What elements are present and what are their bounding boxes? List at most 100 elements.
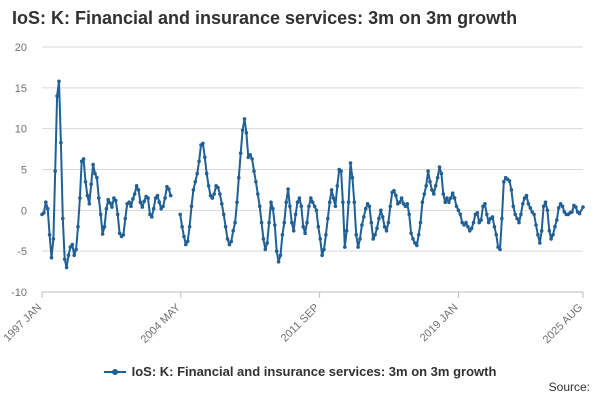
data-point[interactable]	[117, 231, 122, 235]
data-point[interactable]	[371, 237, 376, 241]
data-point[interactable]	[362, 215, 366, 219]
data-point[interactable]	[443, 200, 448, 204]
data-point[interactable]	[223, 224, 228, 229]
data-point[interactable]	[511, 204, 516, 209]
data-point[interactable]	[327, 200, 332, 204]
data-point[interactable]	[187, 224, 192, 229]
data-point[interactable]	[62, 257, 67, 262]
data-point[interactable]	[534, 223, 538, 227]
data-point[interactable]	[74, 247, 78, 252]
data-point[interactable]	[492, 224, 497, 229]
data-point[interactable]	[405, 202, 410, 206]
data-point[interactable]	[558, 202, 563, 206]
data-point[interactable]	[416, 233, 421, 237]
data-point[interactable]	[238, 151, 243, 155]
data-point[interactable]	[72, 253, 76, 258]
data-point[interactable]	[358, 237, 362, 241]
data-point[interactable]	[189, 204, 194, 209]
data-point[interactable]	[257, 204, 262, 209]
data-point[interactable]	[276, 260, 281, 264]
data-point[interactable]	[68, 245, 73, 249]
data-point[interactable]	[309, 196, 313, 200]
data-point[interactable]	[53, 169, 57, 173]
data-point[interactable]	[180, 224, 184, 229]
data-point[interactable]	[76, 224, 80, 229]
data-point[interactable]	[549, 237, 553, 241]
data-point[interactable]	[81, 157, 86, 161]
data-point[interactable]	[140, 205, 145, 209]
data-point[interactable]	[401, 202, 406, 206]
data-point[interactable]	[146, 196, 150, 200]
data-point[interactable]	[490, 215, 495, 219]
data-point[interactable]	[379, 208, 383, 213]
data-point[interactable]	[305, 220, 309, 225]
data-point[interactable]	[102, 224, 107, 229]
data-point[interactable]	[439, 171, 444, 176]
data-point[interactable]	[426, 169, 430, 173]
data-point[interactable]	[246, 155, 251, 160]
data-point[interactable]	[291, 229, 296, 233]
data-point[interactable]	[477, 220, 482, 225]
data-point[interactable]	[407, 212, 412, 217]
data-point[interactable]	[312, 204, 317, 209]
data-point[interactable]	[206, 184, 211, 188]
data-point[interactable]	[303, 231, 307, 235]
data-point[interactable]	[382, 224, 387, 229]
data-point[interactable]	[203, 155, 207, 160]
data-point[interactable]	[218, 192, 222, 196]
data-point[interactable]	[348, 161, 353, 165]
data-point[interactable]	[216, 185, 220, 190]
data-point[interactable]	[469, 226, 474, 231]
data-point[interactable]	[466, 224, 470, 229]
data-point[interactable]	[61, 216, 65, 221]
data-point[interactable]	[55, 94, 59, 98]
data-point[interactable]	[127, 200, 131, 204]
data-point[interactable]	[104, 206, 109, 211]
data-point[interactable]	[295, 200, 300, 204]
data-point[interactable]	[59, 140, 63, 145]
data-point[interactable]	[242, 117, 247, 121]
data-point[interactable]	[415, 243, 419, 248]
data-point[interactable]	[468, 229, 472, 233]
data-point[interactable]	[212, 192, 216, 196]
data-point[interactable]	[114, 198, 118, 203]
data-point[interactable]	[150, 215, 154, 219]
data-point[interactable]	[79, 159, 84, 164]
data-point[interactable]	[432, 192, 436, 196]
data-point[interactable]	[45, 206, 50, 211]
data-point[interactable]	[341, 200, 345, 204]
data-point[interactable]	[142, 199, 146, 204]
data-point[interactable]	[445, 196, 449, 200]
data-point[interactable]	[475, 211, 480, 215]
data-point[interactable]	[299, 204, 304, 209]
data-point[interactable]	[70, 242, 75, 247]
data-point[interactable]	[517, 220, 521, 225]
data-point[interactable]	[252, 169, 256, 173]
data-point[interactable]	[151, 206, 156, 211]
data-point[interactable]	[273, 223, 277, 227]
data-point[interactable]	[301, 224, 306, 229]
data-point[interactable]	[155, 193, 160, 198]
data-point[interactable]	[138, 200, 143, 204]
data-point[interactable]	[168, 193, 173, 198]
data-point[interactable]	[297, 196, 302, 200]
data-point[interactable]	[240, 128, 245, 133]
data-point[interactable]	[161, 204, 165, 209]
data-point[interactable]	[418, 220, 423, 225]
data-point[interactable]	[346, 200, 351, 204]
data-point[interactable]	[403, 204, 408, 209]
data-point[interactable]	[227, 242, 232, 247]
data-point[interactable]	[265, 241, 270, 245]
data-point[interactable]	[377, 216, 381, 221]
data-point[interactable]	[375, 226, 379, 231]
data-point[interactable]	[413, 241, 417, 245]
data-point[interactable]	[515, 216, 519, 221]
data-point[interactable]	[354, 233, 359, 237]
data-point[interactable]	[231, 229, 235, 233]
data-point[interactable]	[543, 200, 548, 204]
data-point[interactable]	[509, 188, 514, 192]
data-point[interactable]	[352, 200, 357, 204]
data-point[interactable]	[449, 196, 453, 200]
data-point[interactable]	[201, 141, 205, 146]
data-point[interactable]	[148, 212, 152, 217]
